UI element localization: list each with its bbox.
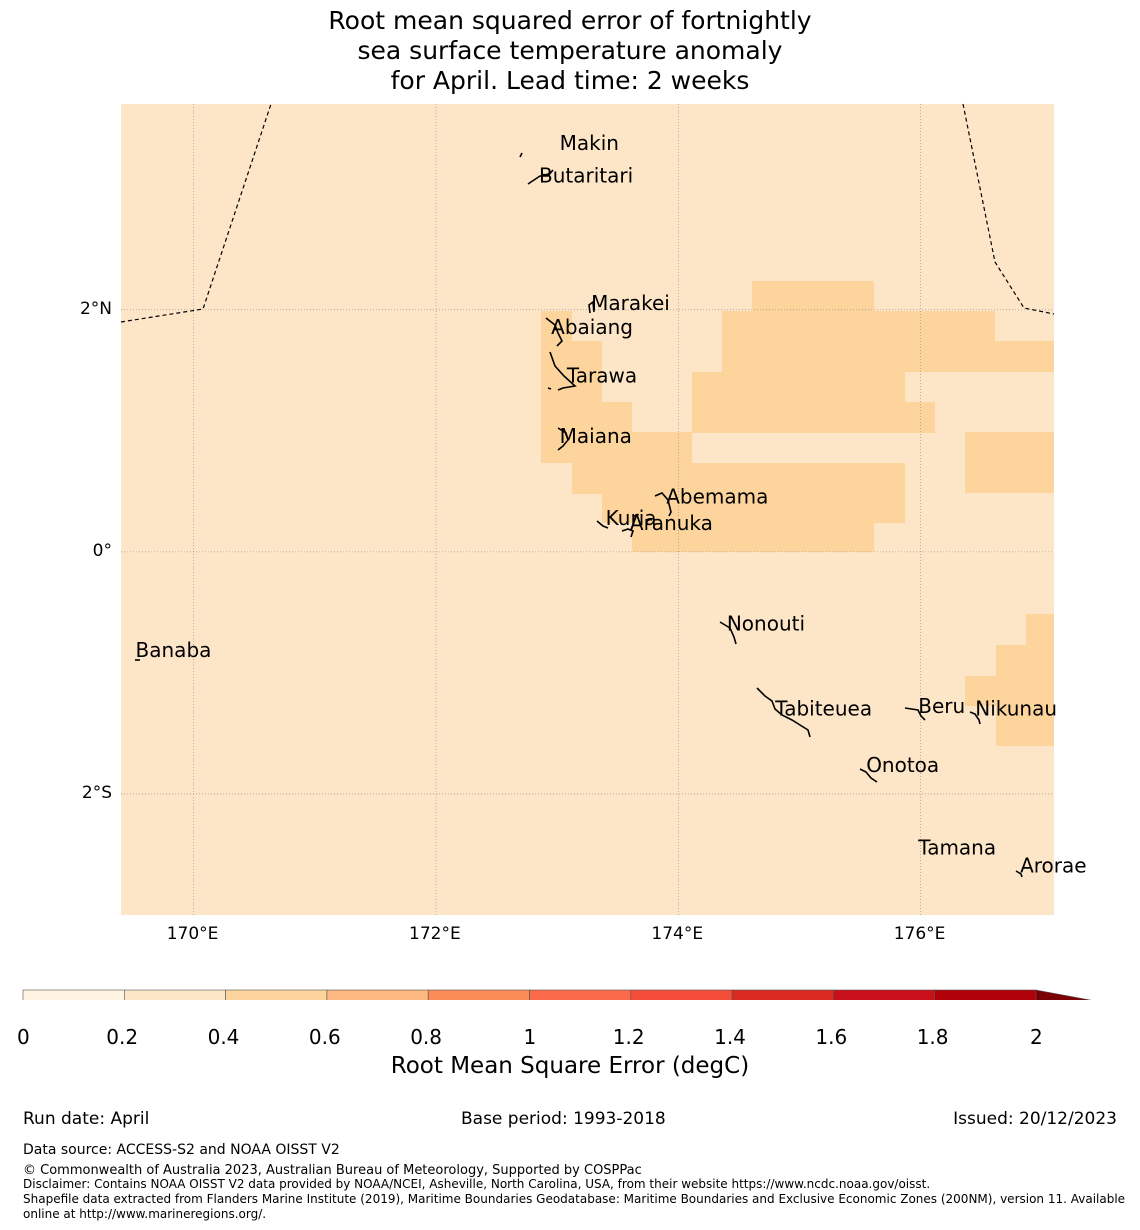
base-period: Base period: 1993-2018 [461,1109,666,1129]
lat-tick-label-n0: 0° [92,540,112,561]
island-outline-15 [1015,870,1023,878]
island-outline-9 [621,528,634,538]
rmse-cell-2 [541,372,602,403]
eez-boundary-east [962,103,1055,315]
title-line-3: for April. Lead time: 2 weeks [390,66,750,95]
colorbar-tick-7: 1.4 [714,1025,746,1049]
island-outline-4 [549,351,577,391]
lon-tick-label-172: 172°E [409,924,461,944]
data-source: Data source: ACCESS-S2 and NOAA OISST V2 [23,1142,340,1158]
place-label-arorae: Arorae [1020,854,1086,878]
colorbar-tick-9: 1.8 [916,1025,949,1049]
rmse-cell-11 [722,341,1054,372]
place-label-banaba: Banaba [136,638,212,662]
colorbar-segment-1 [124,989,226,1000]
place-label-abemama: Abemama [666,484,768,508]
issued-date: Issued: 20/12/2023 [953,1109,1117,1129]
colorbar-segment-5 [529,989,632,1000]
colorbar-label: Root Mean Square Error (degC) [390,1053,750,1079]
lon-tick-label-174: 174°E [651,924,704,944]
colorbar-tick-8: 1.6 [815,1025,848,1049]
rmse-cell-6 [602,493,905,523]
colorbar-segment-0 [22,989,125,1000]
island-outline-7 [654,492,672,517]
lat-tick-label-s2: 2°S [81,782,112,803]
rmse-cell-0 [541,311,572,342]
colorbar-tick-5: 1 [523,1025,537,1049]
eez-boundary-west [120,103,272,323]
place-label-nikunau: Nikunau [975,696,1057,720]
island-outline-12 [904,707,926,721]
colorbar [22,989,1092,1000]
colorbar-extend-arrow [1035,989,1092,1000]
island-outline-0 [519,152,523,158]
island-outline-10 [719,621,737,645]
rmse-cell-17 [996,706,1054,746]
rmse-cell-12 [752,281,874,311]
place-label-kuria: Kuria [606,506,657,530]
rmse-cell-7 [632,523,874,552]
colorbar-tick-0: 0 [17,1025,30,1049]
colorbar-segment-4 [427,989,530,1000]
island-outline-13 [969,711,981,725]
place-label-beru: Beru [918,694,965,718]
copyright: © Commonwealth of Australia 2023, Austra… [23,1163,642,1178]
place-label-onotoa: Onotoa [866,753,939,777]
colorbar-tick-3: 0.6 [308,1025,341,1049]
island-outline-11 [756,687,811,738]
lat-tick-label-n2: 2°N [79,298,112,319]
place-label-nonouti: Nonouti [727,612,805,636]
place-label-abaiang: Abaiang [551,315,633,339]
island-outline-2 [588,300,595,314]
place-label-tamana: Tamana [917,835,996,859]
colorbar-tick-1: 0.2 [106,1025,139,1049]
place-label-butaritari: Butaritari [539,164,633,188]
title-line-2: sea surface temperature anomaly [357,36,783,65]
colorbar-segment-8 [833,989,936,1000]
island-outline-1 [527,169,554,185]
shapefile-credit-2: online at http://www.marineregions.org/. [23,1207,267,1221]
colorbar-tick-4: 0.8 [410,1025,442,1049]
colorbar-tick-10: 2 [1030,1025,1043,1049]
rmse-cell-8 [692,372,905,403]
lon-tick-label-170: 170°E [166,924,219,944]
island-outline-3 [545,317,563,347]
colorbar-segment-2 [225,989,328,1000]
map-title: Root mean squared error of fortnightly s… [0,6,1140,96]
island-outline-6 [557,427,569,451]
rmse-cell-14 [1026,614,1054,645]
rmse-cell-16 [965,676,1054,706]
disclaimer: Disclaimer: Contains NOAA OISST V2 data … [23,1177,931,1191]
colorbar-segment-7 [731,989,834,1000]
run-date: Run date: April [23,1109,150,1129]
rmse-cell-13 [965,432,1054,493]
rmse-cell-10 [722,311,995,342]
island-outline-5 [547,387,552,390]
place-label-tarawa: Tarawa [566,363,637,387]
colorbar-segment-3 [326,989,429,1000]
colorbar-segment-9 [934,989,1037,1000]
colorbar-segment-6 [630,989,733,1000]
place-label-tabiteuea: Tabiteuea [774,696,872,720]
island-outline-14 [859,768,878,783]
rmse-cell-15 [996,645,1054,676]
place-label-marakei: Marakei [591,291,670,315]
colorbar-tick-2: 0.4 [207,1025,240,1049]
place-label-makin: Makin [560,131,619,155]
place-label-aranuka: Aranuka [630,511,713,535]
rmse-cell-4 [541,432,692,463]
place-label-maiana: Maiana [560,424,632,448]
colorbar-tick-6: 1.2 [612,1025,645,1049]
title-line-1: Root mean squared error of fortnightly [328,6,812,35]
lon-tick-label-176: 176°E [893,924,946,944]
shapefile-credit-1: Shapefile data extracted from Flanders M… [23,1192,1126,1206]
sst-background [121,104,1054,915]
island-outline-8 [596,520,609,529]
rmse-cell-3 [541,402,632,433]
rmse-cell-5 [572,463,905,494]
rmse-cell-9 [692,402,935,433]
